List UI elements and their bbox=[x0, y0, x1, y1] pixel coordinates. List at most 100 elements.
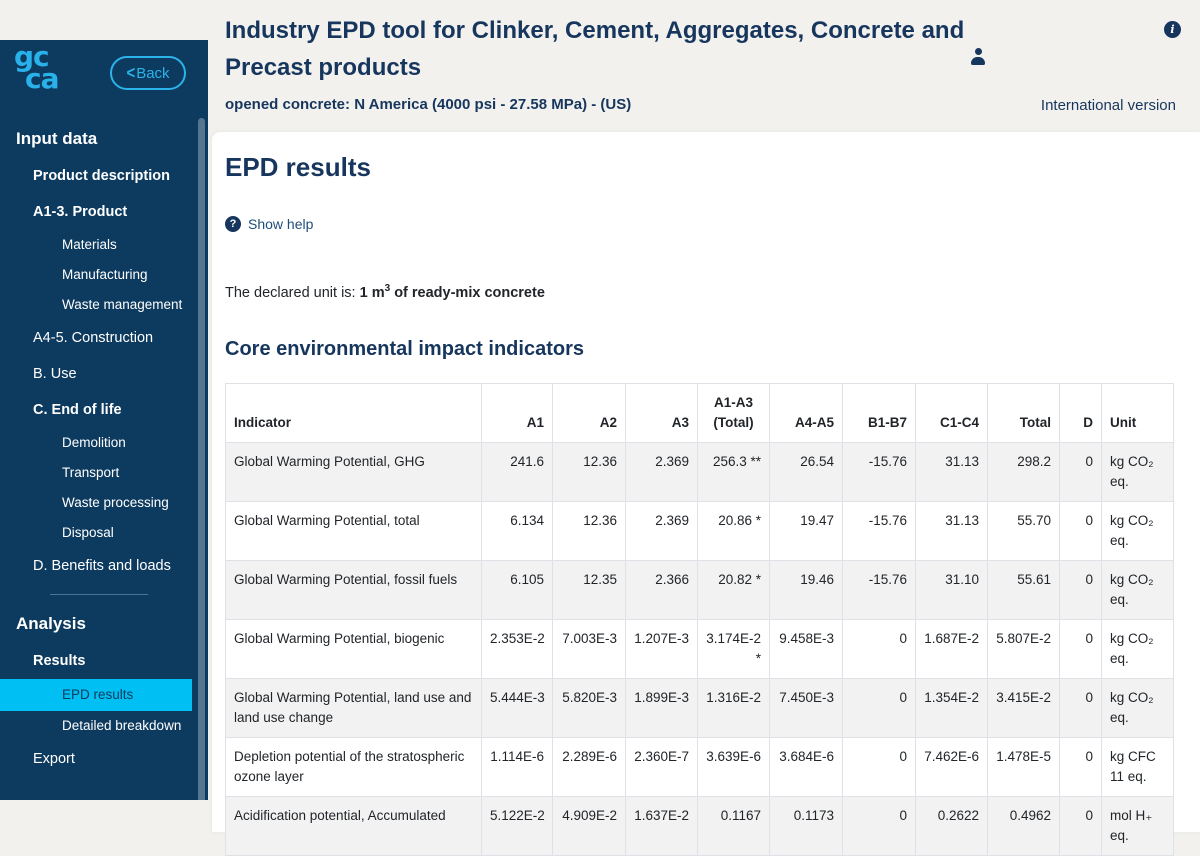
gcca-logo: gc ca bbox=[14, 46, 59, 90]
value-cell: 3.684E‑6 bbox=[770, 737, 843, 796]
unit-cell: kg CO₂ eq. bbox=[1102, 501, 1174, 560]
value-cell: 12.35 bbox=[553, 560, 626, 619]
value-cell: 2.289E‑6 bbox=[553, 737, 626, 796]
sidebar-item-epd-results[interactable]: EPD results bbox=[0, 679, 192, 711]
sidebar-item-d-benefits-and-loads[interactable]: D. Benefits and loads bbox=[0, 548, 208, 584]
sidebar-item-transport[interactable]: Transport bbox=[0, 458, 208, 488]
value-cell: 6.105 bbox=[482, 560, 553, 619]
declared-unit-value-rest: of ready-mix concrete bbox=[390, 285, 545, 301]
value-cell: 12.36 bbox=[553, 501, 626, 560]
value-cell: ‑15.76 bbox=[843, 442, 916, 501]
value-cell: 55.61 bbox=[988, 560, 1060, 619]
sidebar-item-results[interactable]: Results bbox=[0, 643, 208, 679]
sidebar-item-b-use[interactable]: B. Use bbox=[0, 356, 208, 392]
value-cell: 3.174E‑2 * bbox=[698, 619, 770, 678]
col-header-a1: A1 bbox=[482, 383, 553, 442]
value-cell: 0 bbox=[843, 796, 916, 855]
value-cell: 1.114E‑6 bbox=[482, 737, 553, 796]
top-header: Industry EPD tool for Clinker, Cement, A… bbox=[208, 0, 1200, 132]
value-cell: 0 bbox=[1060, 442, 1102, 501]
col-header-total: Total bbox=[988, 383, 1060, 442]
value-cell: 256.3 ** bbox=[698, 442, 770, 501]
value-cell: 0.1173 bbox=[770, 796, 843, 855]
indicator-cell: Global Warming Potential, land use and l… bbox=[226, 678, 482, 737]
sidebar-item-disposal[interactable]: Disposal bbox=[0, 518, 208, 548]
declared-unit-value: 1 m bbox=[360, 285, 385, 301]
sidebar-item-manufacturing[interactable]: Manufacturing bbox=[0, 260, 208, 290]
app-title: Industry EPD tool for Clinker, Cement, A… bbox=[225, 12, 973, 86]
value-cell: ‑15.76 bbox=[843, 501, 916, 560]
value-cell: 19.47 bbox=[770, 501, 843, 560]
declared-unit-line: The declared unit is: 1 m3 of ready-mix … bbox=[225, 279, 1173, 303]
value-cell: 7.003E‑3 bbox=[553, 619, 626, 678]
question-mark-icon: ? bbox=[225, 216, 241, 232]
value-cell: 3.415E‑2 bbox=[988, 678, 1060, 737]
value-cell: 5.807E‑2 bbox=[988, 619, 1060, 678]
table-row: Depletion potential of the stratospheric… bbox=[226, 737, 1174, 796]
sidebar-item-detailed-breakdown[interactable]: Detailed breakdown bbox=[0, 711, 208, 741]
value-cell: 31.13 bbox=[916, 442, 988, 501]
indicator-cell: Global Warming Potential, biogenic bbox=[226, 619, 482, 678]
value-cell: 3.639E‑6 bbox=[698, 737, 770, 796]
value-cell: 0 bbox=[1060, 560, 1102, 619]
sidebar-item-waste-processing[interactable]: Waste processing bbox=[0, 488, 208, 518]
value-cell: 1.354E‑2 bbox=[916, 678, 988, 737]
value-cell: 12.36 bbox=[553, 442, 626, 501]
value-cell: 26.54 bbox=[770, 442, 843, 501]
col-header-unit: Unit bbox=[1102, 383, 1174, 442]
col-header-a3: A3 bbox=[626, 383, 698, 442]
col-header-b1-b7: B1-B7 bbox=[843, 383, 916, 442]
value-cell: 241.6 bbox=[482, 442, 553, 501]
value-cell: 7.450E‑3 bbox=[770, 678, 843, 737]
value-cell: 5.444E‑3 bbox=[482, 678, 553, 737]
unit-cell: kg CFC 11 eq. bbox=[1102, 737, 1174, 796]
declared-unit-prefix: The declared unit is: bbox=[225, 285, 360, 301]
sidebar-item-a4-5-construction[interactable]: A4-5. Construction bbox=[0, 320, 208, 356]
value-cell: 0 bbox=[1060, 737, 1102, 796]
sidebar-scrollbar[interactable] bbox=[198, 118, 205, 800]
sidebar-item-export[interactable]: Export bbox=[0, 741, 208, 777]
show-help-link[interactable]: ? Show help bbox=[225, 216, 313, 232]
value-cell: 20.86 * bbox=[698, 501, 770, 560]
section-title: Core environmental impact indicators bbox=[225, 336, 1173, 362]
sidebar-item-demolition[interactable]: Demolition bbox=[0, 428, 208, 458]
value-cell: 2.366 bbox=[626, 560, 698, 619]
unit-cell: kg CO₂ eq. bbox=[1102, 442, 1174, 501]
value-cell: 0 bbox=[1060, 796, 1102, 855]
col-header-d: D bbox=[1060, 383, 1102, 442]
sidebar-item-product-description[interactable]: Product description bbox=[0, 158, 208, 194]
sidebar-item-c-end-of-life[interactable]: C. End of life bbox=[0, 392, 208, 428]
back-button[interactable]: < Back bbox=[110, 56, 186, 90]
user-icon[interactable] bbox=[970, 48, 986, 65]
value-cell: 0.4962 bbox=[988, 796, 1060, 855]
sidebar-item-a1-3-product[interactable]: A1-3. Product bbox=[0, 194, 208, 230]
value-cell: 1.687E‑2 bbox=[916, 619, 988, 678]
sidebar-item-waste-management[interactable]: Waste management bbox=[0, 290, 208, 320]
international-version-link[interactable]: International version bbox=[1041, 97, 1176, 114]
value-cell: 5.820E‑3 bbox=[553, 678, 626, 737]
value-cell: 6.134 bbox=[482, 501, 553, 560]
unit-cell: kg CO₂ eq. bbox=[1102, 678, 1174, 737]
value-cell: 1.637E‑2 bbox=[626, 796, 698, 855]
value-cell: 1.207E‑3 bbox=[626, 619, 698, 678]
value-cell: 0.1167 bbox=[698, 796, 770, 855]
value-cell: 2.369 bbox=[626, 501, 698, 560]
unit-cell: kg CO₂ eq. bbox=[1102, 560, 1174, 619]
value-cell: ‑15.76 bbox=[843, 560, 916, 619]
content-card: EPD results ? Show help The declared uni… bbox=[212, 132, 1200, 832]
sidebar-item-materials[interactable]: Materials bbox=[0, 230, 208, 260]
col-header-c1-c4: C1-C4 bbox=[916, 383, 988, 442]
info-icon[interactable]: i bbox=[1164, 21, 1181, 38]
value-cell: 0 bbox=[843, 678, 916, 737]
value-cell: 55.70 bbox=[988, 501, 1060, 560]
value-cell: 4.909E‑2 bbox=[553, 796, 626, 855]
value-cell: 31.13 bbox=[916, 501, 988, 560]
